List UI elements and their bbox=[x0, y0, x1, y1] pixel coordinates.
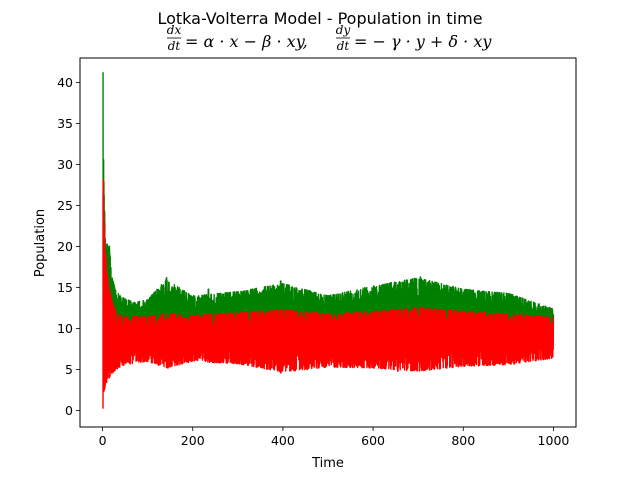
plot-area bbox=[101, 72, 555, 409]
svg-text:dt: dt bbox=[337, 39, 350, 53]
y-tick-label: 0 bbox=[65, 403, 73, 418]
chart-title: Lotka-Volterra Model - Population in tim… bbox=[157, 9, 482, 28]
y-tick-label: 40 bbox=[57, 75, 73, 90]
subtitle-equation-right: dy dt = − γ · y + δ · xy bbox=[336, 23, 493, 53]
x-tick-label: 800 bbox=[451, 433, 475, 448]
x-tick-label: 1000 bbox=[538, 433, 570, 448]
y-tick-label: 10 bbox=[57, 321, 73, 336]
x-axis: 0 200 400 600 800 1000 bbox=[99, 427, 570, 448]
y-axis: 0 5 10 15 20 25 30 35 40 bbox=[57, 75, 80, 418]
x-tick-label: 600 bbox=[361, 433, 385, 448]
plot-frame bbox=[79, 57, 577, 428]
subtitle-equation-left: dx dt = α · x − β · xy, bbox=[167, 23, 308, 53]
x-axis-label: Time bbox=[311, 456, 344, 471]
svg-text:dy: dy bbox=[336, 23, 351, 37]
x-tick-label: 0 bbox=[99, 433, 107, 448]
x-tick-label: 400 bbox=[271, 433, 295, 448]
x-tick-label: 200 bbox=[181, 433, 205, 448]
y-tick-label: 20 bbox=[57, 239, 73, 254]
chart-subtitle: dx dt = α · x − β · xy, dy dt = − γ · y … bbox=[167, 23, 493, 53]
y-tick-label: 35 bbox=[57, 116, 73, 131]
series-line-predator bbox=[101, 178, 555, 409]
y-tick-label: 30 bbox=[57, 157, 73, 172]
y-tick-label: 15 bbox=[57, 280, 73, 295]
svg-text:dx: dx bbox=[167, 23, 182, 37]
y-tick-label: 5 bbox=[65, 362, 73, 377]
y-tick-label: 25 bbox=[57, 198, 73, 213]
svg-text:= α · x − β · xy,: = α · x − β · xy, bbox=[185, 32, 308, 51]
svg-text:= − γ · y + δ · xy: = − γ · y + δ · xy bbox=[354, 32, 492, 51]
svg-text:dt: dt bbox=[168, 39, 181, 53]
y-axis-label: Population bbox=[33, 209, 48, 277]
